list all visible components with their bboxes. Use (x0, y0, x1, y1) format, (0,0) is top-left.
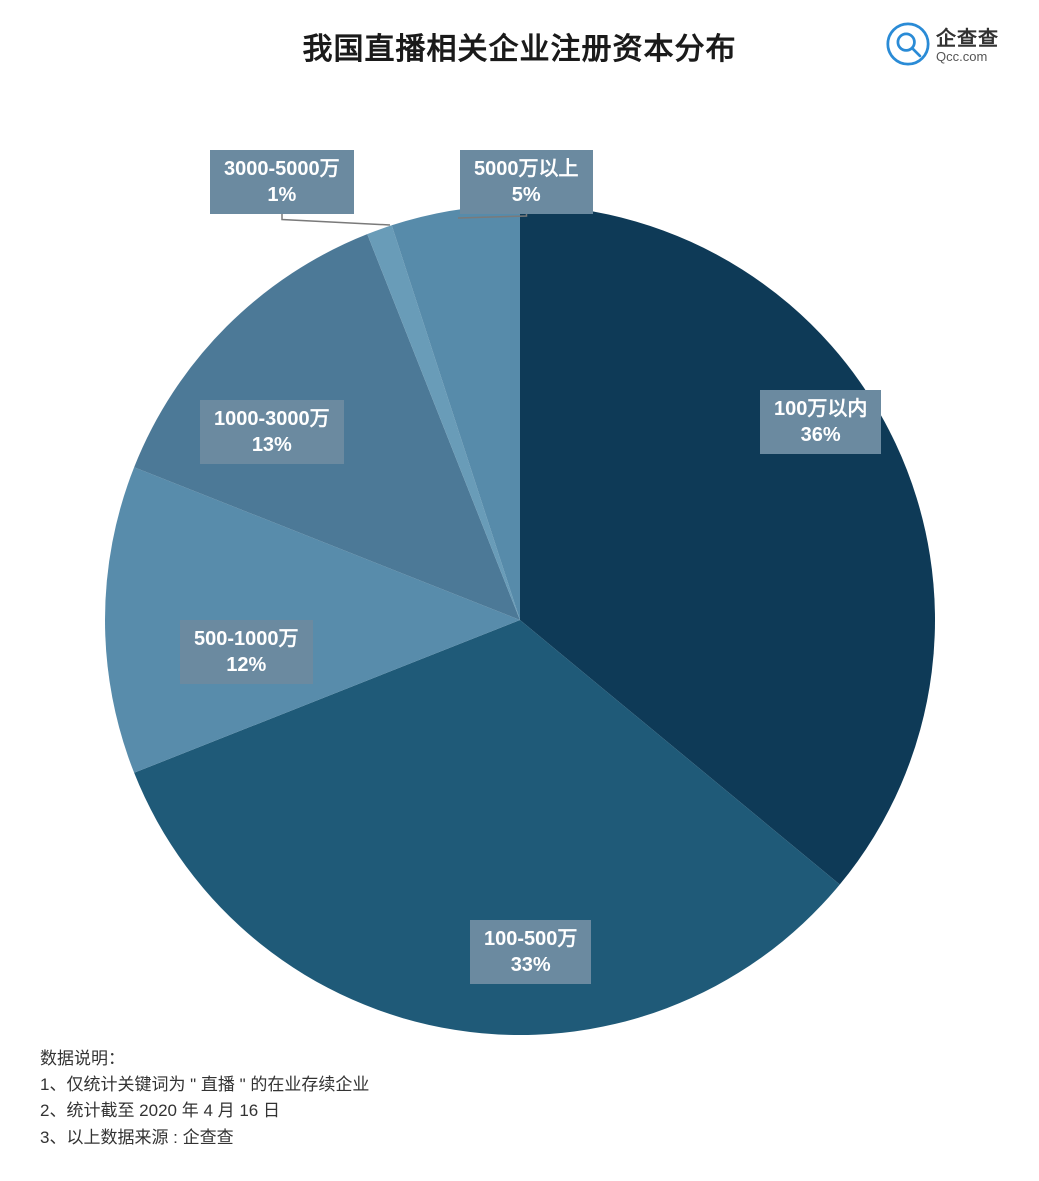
pie-slice-label: 5000万以上5% (460, 150, 593, 214)
brand-logo: 企查查 Qcc.com (886, 22, 999, 71)
pie-slice-label: 100万以内36% (760, 390, 881, 454)
pie-slice-label: 100-500万33% (470, 920, 591, 984)
pie-slice-label: 1000-3000万13% (200, 400, 344, 464)
logo-text-en: Qcc.com (936, 50, 999, 64)
notes-line: 1、仅统计关键词为 " 直播 " 的在业存续企业 (40, 1072, 369, 1098)
pie-slice-label: 500-1000万12% (180, 620, 313, 684)
notes-line: 2、统计截至 2020 年 4 月 16 日 (40, 1098, 369, 1124)
notes-heading: 数据说明： (40, 1046, 369, 1072)
data-notes: 数据说明： 1、仅统计关键词为 " 直播 " 的在业存续企业 2、统计截至 20… (40, 1046, 369, 1151)
leader-line (282, 214, 390, 225)
pie-slice-label: 3000-5000万1% (210, 150, 354, 214)
qcc-logo-icon (886, 22, 930, 71)
pie-chart: 100万以内36% 100-500万33% 500-1000万12% 1000-300… (0, 90, 1039, 1090)
page-title: 我国直播相关企业注册资本分布 (303, 24, 737, 68)
logo-text-cn: 企查查 (936, 29, 999, 50)
notes-line: 3、以上数据来源 : 企查查 (40, 1125, 369, 1151)
